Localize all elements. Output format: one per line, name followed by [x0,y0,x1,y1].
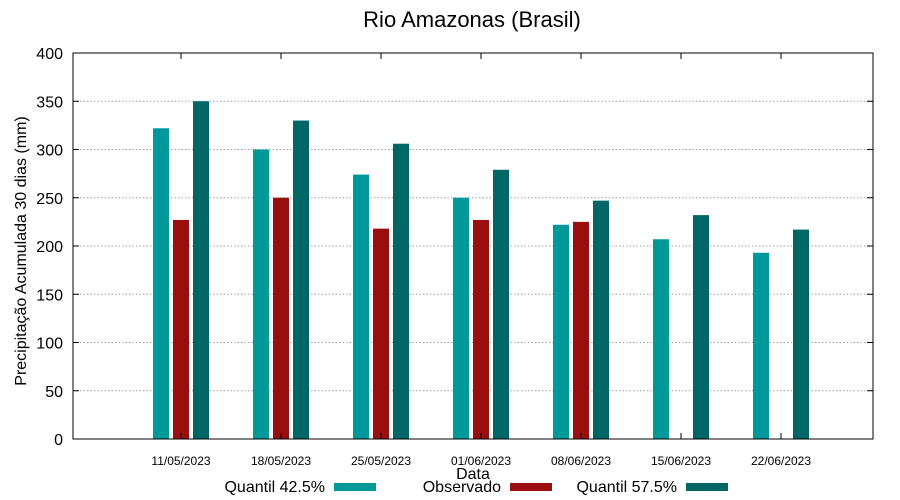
bar [373,228,389,439]
y-tick-label: 0 [54,432,63,449]
bar [793,229,809,439]
bar [693,215,709,439]
bar [253,149,269,439]
x-axis: 11/05/2023 18/05/2023 25/05/2023 01/06/2023… [151,53,811,468]
x-tick-label: 22/06/2023 [751,454,811,468]
bar [393,143,409,439]
x-tick-label: 01/06/2023 [451,454,511,468]
bar [153,128,169,439]
bar [653,239,669,439]
y-tick-label: 350 [36,94,63,111]
x-axis-label: Data [456,466,490,483]
chart-title: Rio Amazonas (Brasil) [363,7,581,32]
bar [173,219,189,439]
y-axis-label: Precipitação Acumulada 30 dias (mm) [13,116,30,385]
x-tick-label: 25/05/2023 [351,454,411,468]
x-tick-label: 18/05/2023 [251,454,311,468]
bar [553,224,569,439]
legend-swatch [510,483,552,491]
y-tick-label: 300 [36,143,63,160]
y-axis: 0 50 100 150 200 250 300 350 400 [36,46,873,449]
x-tick-label: 08/06/2023 [551,454,611,468]
bar [453,197,469,439]
y-tick-label: 50 [45,384,63,401]
x-tick-label: 15/06/2023 [651,454,711,468]
bar [273,197,289,439]
bar [193,101,209,439]
bar [753,252,769,439]
bars [153,101,809,440]
y-tick-label: 150 [36,287,63,304]
legend-swatch [334,483,376,491]
y-tick-label: 400 [36,46,63,63]
y-tick-label: 200 [36,239,63,256]
legend: Quantil 42.5% Observado Quantil 57.5% [224,479,728,496]
legend-label: Observado [423,479,501,496]
legend-label: Quantil 57.5% [576,479,677,496]
bar [473,219,489,439]
legend-label: Quantil 42.5% [224,479,325,496]
bar [493,169,509,439]
bar [593,200,609,439]
legend-swatch [686,483,728,491]
y-tick-label: 100 [36,336,63,353]
bar [353,174,369,439]
x-tick-label: 11/05/2023 [151,454,210,468]
y-tick-label: 250 [36,191,63,208]
bar [573,221,589,439]
bar [293,120,309,440]
